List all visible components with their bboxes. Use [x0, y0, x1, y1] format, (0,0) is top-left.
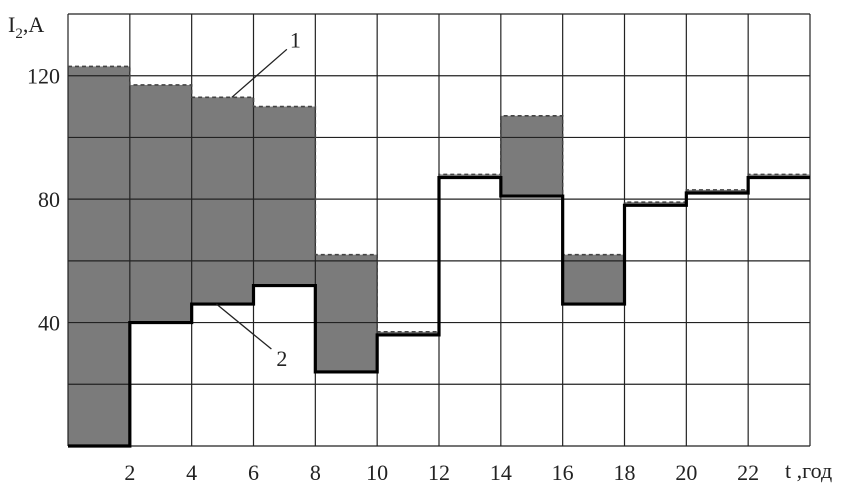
- x-tick-label: 16: [552, 460, 574, 485]
- fill-block: [562, 254, 625, 305]
- difference-fill-area: [68, 66, 810, 446]
- series-1-leader-line: [231, 48, 288, 98]
- y-axis-label-letter: I: [8, 12, 15, 37]
- fill-block: [500, 115, 563, 197]
- x-tick-label: 8: [310, 460, 321, 485]
- x-tick-label: 6: [248, 460, 259, 485]
- series-2-line: [68, 175, 810, 448]
- x-tick-label: 4: [186, 460, 197, 485]
- x-tick-label: 14: [490, 460, 512, 485]
- x-tick-label: 2: [124, 460, 135, 485]
- tick-labels: 2 4 6 8 10 12 14 16 18 20 22 40 80 120: [27, 64, 759, 485]
- y-tick-label: 80: [38, 187, 60, 212]
- series-2-leader-line: [215, 303, 272, 350]
- x-tick-label: 22: [737, 460, 759, 485]
- x-axis-label: t ,год: [785, 458, 832, 483]
- callout-leaders: [215, 48, 288, 350]
- fill-block: [129, 84, 192, 323]
- fill-block: [191, 97, 254, 305]
- series-2-callout-label: 2: [276, 346, 287, 371]
- y-axis-label-unit: ,A: [23, 12, 45, 37]
- fill-block: [253, 106, 316, 286]
- x-tick-label: 12: [428, 460, 450, 485]
- series-lines: [68, 65, 810, 448]
- x-tick-label: 10: [366, 460, 388, 485]
- x-tick-label: 20: [675, 460, 697, 485]
- series-1-callout-label: 1: [290, 27, 301, 52]
- y-axis-label: I2,A: [8, 12, 44, 42]
- y-axis-label-subscript: 2: [15, 26, 23, 42]
- y-tick-label: 120: [27, 64, 60, 89]
- y-tick-label: 40: [38, 311, 60, 336]
- fill-block: [315, 254, 378, 372]
- fill-block: [68, 66, 130, 446]
- x-tick-label: 18: [614, 460, 636, 485]
